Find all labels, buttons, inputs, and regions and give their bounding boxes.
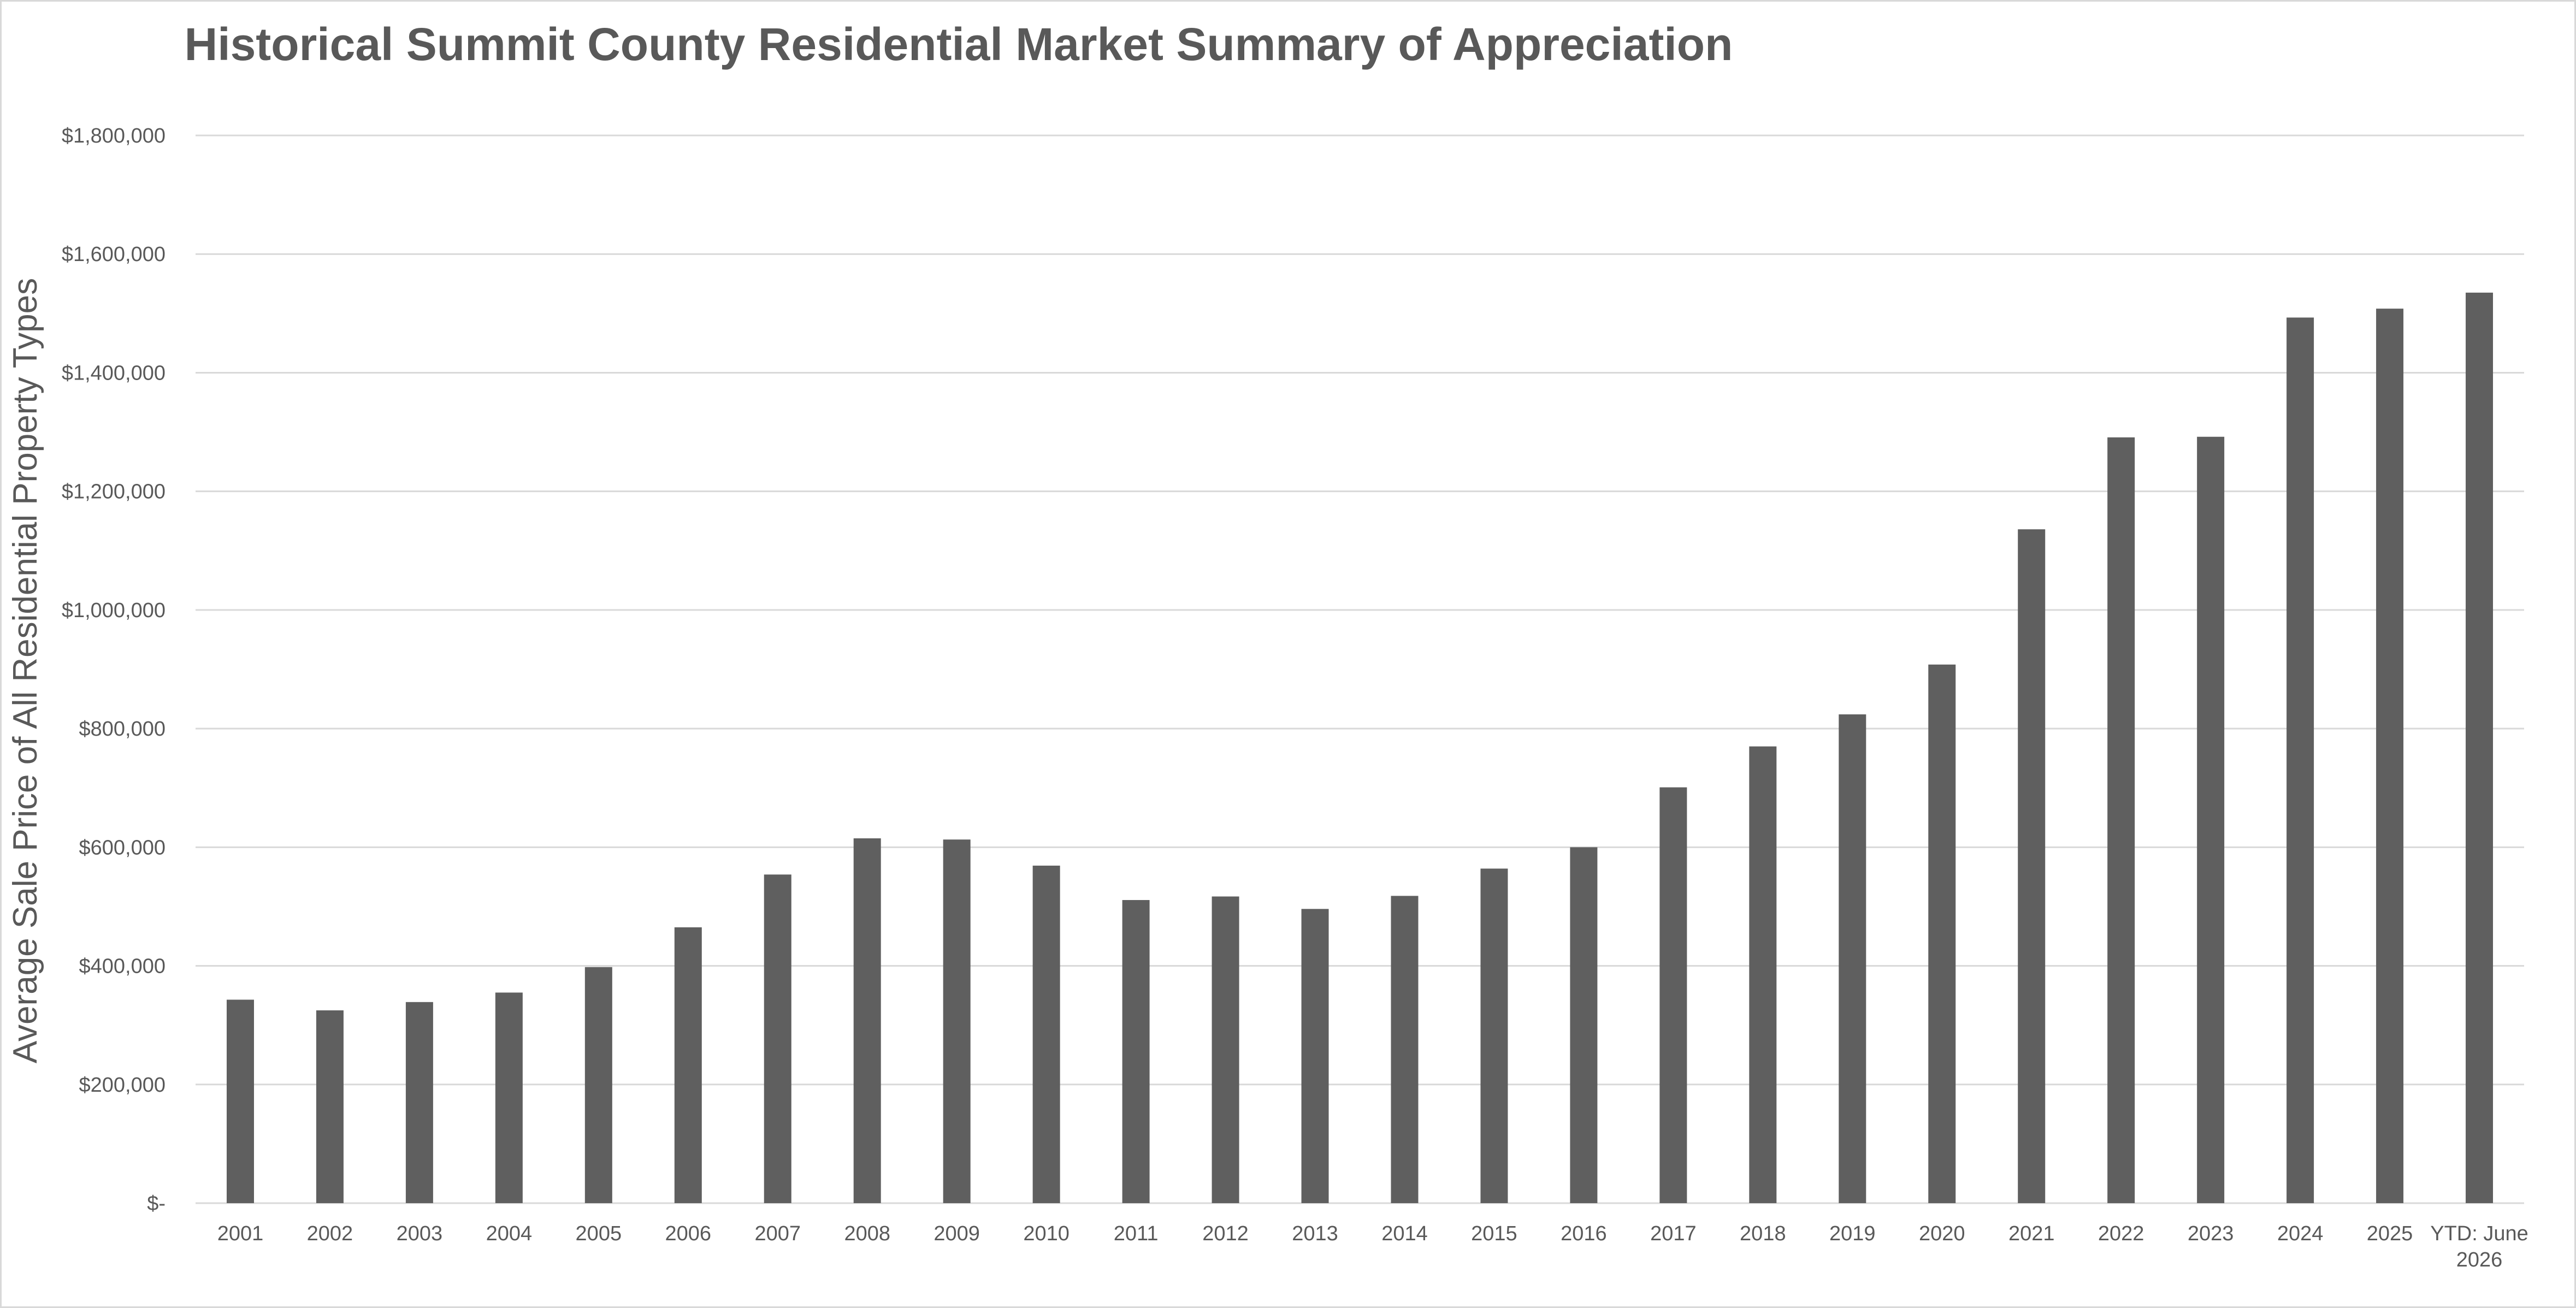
bar [2376, 309, 2404, 1203]
bar [943, 839, 971, 1203]
bar [1749, 746, 1777, 1203]
bars [226, 292, 2494, 1204]
bar [1032, 866, 1060, 1203]
y-tick-label: $400,000 [79, 955, 166, 978]
x-tick-label: 2002 [307, 1222, 353, 1245]
y-axis-ticks: $- $200,000 $400,000 $600,000 $800,000 $1,000… [62, 125, 166, 1215]
y-axis-title: Average Sale Price of All Residential Pr… [7, 278, 44, 1063]
x-tick-label: 2004 [486, 1222, 533, 1245]
y-tick-label: $- [147, 1192, 166, 1215]
bar [1301, 909, 1329, 1203]
bar [1122, 899, 1150, 1203]
bar [853, 838, 881, 1203]
y-tick-label: $600,000 [79, 836, 166, 859]
x-tick-label: 2018 [1740, 1222, 1786, 1245]
x-tick-label: 2008 [844, 1222, 890, 1245]
chart-title: Historical Summit County Residential Mar… [185, 19, 1733, 70]
bar [2107, 437, 2135, 1203]
bar [1391, 896, 1419, 1203]
x-tick-label: 2014 [1381, 1222, 1428, 1245]
y-tick-label: $1,400,000 [62, 362, 166, 384]
bar [316, 1010, 344, 1203]
x-tick-label: 2015 [1471, 1222, 1517, 1245]
bar [2287, 317, 2314, 1204]
bar [2197, 436, 2225, 1204]
x-tick-label: 2022 [2098, 1222, 2144, 1245]
x-tick-label: 2013 [1292, 1222, 1338, 1245]
bar [2466, 292, 2494, 1203]
x-tick-label: 2009 [933, 1222, 980, 1245]
y-tick-label: $1,000,000 [62, 599, 166, 622]
bar [1659, 787, 1687, 1203]
x-tick-label: 2020 [1919, 1222, 1965, 1245]
bar [1928, 664, 1956, 1203]
bar [495, 992, 523, 1203]
x-tick-label: 2003 [397, 1222, 443, 1245]
x-axis-ticks: 2001 2002 2003 2004 2005 2006 2007 2008 2009 2010… [217, 1222, 2528, 1271]
bar [674, 927, 702, 1203]
y-tick-label: $800,000 [79, 718, 166, 741]
y-tick-label: $1,200,000 [62, 481, 166, 504]
x-tick-label: 2012 [1202, 1222, 1249, 1245]
x-tick-label: 2019 [1829, 1222, 1876, 1245]
bar [1212, 896, 1239, 1203]
bar [405, 1002, 433, 1203]
x-tick-label: 2010 [1023, 1222, 1070, 1245]
gridlines [196, 134, 2524, 1204]
x-tick-label: 2023 [2188, 1222, 2234, 1245]
bar [2018, 529, 2046, 1204]
x-tick-label: 2001 [217, 1222, 264, 1245]
bar [1839, 714, 1866, 1203]
x-tick-label: 2007 [754, 1222, 801, 1245]
y-tick-label: $1,600,000 [62, 243, 166, 266]
x-tick-label: 2021 [2008, 1222, 2055, 1245]
x-tick-label: 2017 [1650, 1222, 1697, 1245]
bar [226, 999, 254, 1203]
x-tick-label: 2024 [2277, 1222, 2324, 1245]
y-tick-label: $200,000 [79, 1074, 166, 1097]
x-tick-label: YTD: June 2026 [2430, 1222, 2528, 1271]
y-tick-label: $1,800,000 [62, 125, 166, 147]
x-tick-label: 2016 [1561, 1222, 1607, 1245]
bar [1570, 847, 1598, 1203]
x-tick-label: 2006 [665, 1222, 712, 1245]
x-tick-label: 2025 [2367, 1222, 2413, 1245]
bar [1480, 868, 1508, 1203]
bar [584, 967, 612, 1203]
bar [764, 874, 791, 1203]
x-tick-label: 2011 [1114, 1222, 1159, 1245]
x-tick-label: 2005 [576, 1222, 622, 1245]
